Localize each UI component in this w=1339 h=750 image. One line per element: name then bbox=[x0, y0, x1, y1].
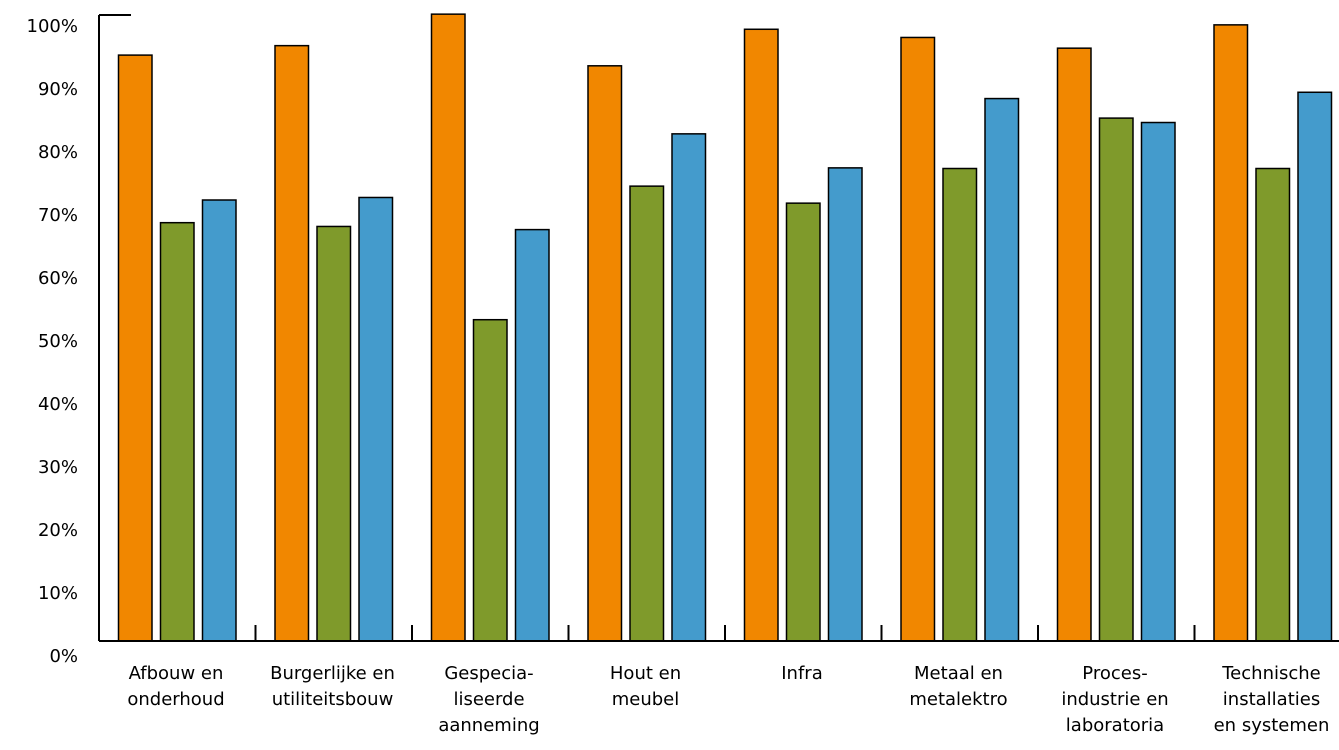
bar-5-series-3 bbox=[827, 167, 863, 642]
x-category-label-line: en systemen bbox=[1214, 715, 1330, 736]
y-tick-label-4: 40% bbox=[38, 394, 78, 415]
bar-3-series-3 bbox=[514, 228, 550, 642]
y-tick-label-2: 20% bbox=[38, 520, 78, 541]
bar-2-series-3 bbox=[358, 196, 394, 642]
x-category-label-line: Metaal en bbox=[914, 663, 1003, 684]
x-category-label-6: Metaal en metalektro bbox=[909, 663, 1007, 710]
x-category-label-line: liseerde bbox=[453, 689, 524, 710]
bar-1-series-2 bbox=[159, 221, 195, 642]
bar-7-series-2 bbox=[1098, 117, 1134, 642]
x-category-label-line: Burgerlijke en bbox=[270, 663, 395, 684]
bar-4-series-2 bbox=[629, 185, 665, 642]
x-category-label-line: Afbouw en bbox=[129, 663, 224, 684]
bar-4-series-3 bbox=[671, 133, 707, 642]
bar-7-series-1 bbox=[1056, 47, 1092, 642]
bar-8-series-2 bbox=[1255, 167, 1291, 642]
x-category-label-2: Burgerlijke en utiliteitsbouw bbox=[270, 663, 395, 710]
bar-3-series-1 bbox=[430, 13, 466, 642]
x-category-label-4: Hout en meubel bbox=[610, 663, 681, 710]
y-tick-label-6: 60% bbox=[38, 268, 78, 289]
y-tick-label-1: 10% bbox=[38, 583, 78, 604]
y-tick-label-10: 100% bbox=[27, 16, 78, 37]
x-category-label-3: Gespecia-liseerde aanneming bbox=[438, 663, 539, 736]
x-category-label-5: Infra bbox=[781, 663, 822, 684]
y-tick-label-5: 50% bbox=[38, 331, 78, 352]
bar-7-series-3 bbox=[1140, 121, 1176, 642]
x-category-label-line: Technische bbox=[1221, 663, 1320, 684]
x-category-label-line: industrie en bbox=[1061, 689, 1168, 710]
bar-8-series-1 bbox=[1213, 24, 1249, 642]
x-category-label-1: Afbouw en onderhoud bbox=[127, 663, 224, 710]
bar-6-series-3 bbox=[984, 97, 1020, 642]
x-category-label-line: laboratoria bbox=[1066, 715, 1164, 736]
y-tick-label-8: 80% bbox=[38, 142, 78, 163]
x-category-label-7: Proces-industrie en laboratoria bbox=[1061, 663, 1168, 736]
x-category-label-line: metalektro bbox=[909, 689, 1007, 710]
bar-8-series-3 bbox=[1297, 91, 1333, 642]
x-category-label-line: Infra bbox=[781, 663, 822, 684]
y-tick-label-0: 0% bbox=[49, 646, 78, 667]
x-category-label-8: Technische installaties en systemen bbox=[1214, 663, 1330, 736]
bar-1-series-3 bbox=[201, 199, 237, 642]
x-category-label-line: installaties bbox=[1223, 689, 1320, 710]
bar-6-series-1 bbox=[900, 36, 936, 642]
y-tick-label-3: 30% bbox=[38, 457, 78, 478]
bar-2-series-1 bbox=[274, 44, 310, 642]
bar-1-series-1 bbox=[117, 54, 153, 642]
y-tick-label-9: 90% bbox=[38, 79, 78, 100]
bar-5-series-1 bbox=[743, 28, 779, 642]
bar-5-series-2 bbox=[785, 202, 821, 642]
x-category-label-line: aanneming bbox=[438, 715, 539, 736]
bar-2-series-2 bbox=[316, 225, 352, 642]
x-category-label-line: onderhoud bbox=[127, 689, 224, 710]
bar-6-series-2 bbox=[942, 167, 978, 642]
x-category-label-line: Proces- bbox=[1082, 663, 1147, 684]
bar-4-series-1 bbox=[587, 65, 623, 642]
x-category-label-line: Gespecia- bbox=[444, 663, 533, 684]
x-category-label-line: meubel bbox=[612, 689, 680, 710]
y-tick-label-7: 70% bbox=[38, 205, 78, 226]
x-category-label-line: Hout en bbox=[610, 663, 681, 684]
x-category-label-line: utiliteitsbouw bbox=[272, 689, 394, 710]
bar-3-series-2 bbox=[472, 318, 508, 642]
